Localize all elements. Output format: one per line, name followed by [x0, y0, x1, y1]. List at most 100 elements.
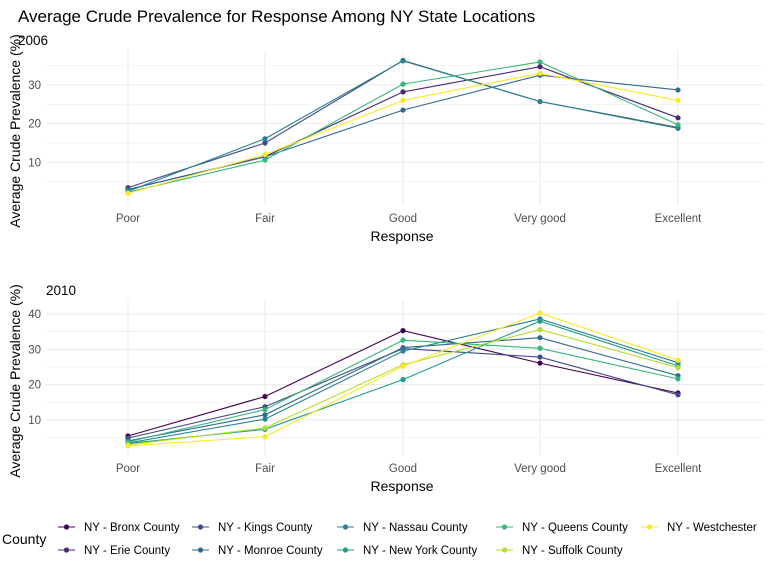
legend-key-point — [501, 524, 508, 530]
legend-item: NY - New York County — [337, 545, 477, 557]
y-tick-label: 30 — [28, 344, 41, 356]
y-tick-label: 20 — [28, 380, 41, 392]
data-point — [262, 136, 268, 142]
data-point — [400, 363, 406, 369]
y-tick-label: 30 — [28, 80, 41, 92]
x-tick-label: Poor — [116, 213, 140, 225]
series-ny-westchester — [125, 70, 681, 196]
data-point — [675, 357, 681, 363]
panel-2010-series — [125, 310, 681, 449]
data-point — [537, 310, 543, 316]
data-point — [400, 337, 406, 343]
data-point — [537, 70, 543, 76]
legend-item: NY - Kings County — [192, 522, 313, 534]
y-tick-label: 10 — [28, 157, 41, 169]
data-point — [262, 425, 268, 431]
legend-item: NY - Bronx County — [58, 522, 180, 534]
legend-label: NY - Westchester — [667, 522, 757, 534]
y-tick-label: 40 — [28, 309, 41, 321]
panel-2010-label: 2010 — [46, 283, 76, 298]
legend-key-point — [197, 547, 204, 553]
data-point — [262, 412, 268, 418]
legend-label: NY - Kings County — [218, 522, 313, 534]
x-tick-label: Very good — [514, 213, 566, 225]
legend-label: NY - Bronx County — [84, 522, 180, 534]
legend-label: NY - New York County — [363, 545, 477, 557]
data-point — [675, 376, 681, 382]
panel-2006-series — [125, 57, 681, 196]
data-point — [125, 190, 131, 196]
x-tick-label: Fair — [255, 463, 275, 475]
x-tick-label: Fair — [255, 213, 275, 225]
legend-label: NY - Suffolk County — [522, 545, 623, 557]
legend-label: NY - Queens County — [522, 522, 628, 534]
data-point — [400, 81, 406, 87]
legend-key-point — [501, 547, 508, 553]
data-point — [400, 377, 406, 383]
data-point — [537, 345, 543, 351]
data-point — [537, 59, 543, 65]
data-point — [675, 122, 681, 128]
data-point — [537, 360, 543, 366]
data-point — [262, 416, 268, 422]
legend-label: NY - Nassau County — [363, 522, 468, 534]
data-point — [262, 140, 268, 146]
panel-2006: 2006 Poor Fair Good Very good Excellent 10 20… — [7, 33, 764, 244]
series-ny-westchester — [125, 310, 681, 449]
data-point — [262, 152, 268, 158]
data-point — [675, 97, 681, 103]
data-point — [400, 348, 406, 354]
panel-2010: 2010 Poor Fair Good Very good Excellent 10 20… — [7, 283, 764, 494]
panel-2006-label: 2006 — [18, 33, 48, 48]
data-point — [537, 354, 543, 360]
panel-2010-x-ticks: Poor Fair Good Very good Excellent — [116, 463, 702, 475]
data-point — [675, 115, 681, 121]
legend-title: County — [2, 531, 46, 547]
legend-label: NY - Monroe County — [218, 545, 323, 557]
data-point — [400, 89, 406, 95]
x-tick-label: Very good — [514, 463, 566, 475]
legend-item: NY - Nassau County — [337, 522, 468, 534]
data-point — [400, 97, 406, 103]
y-tick-label: 10 — [28, 415, 41, 427]
legend-item: NY - Erie County — [58, 545, 170, 557]
panel-2006-x-axis-title: Response — [370, 228, 433, 244]
legend-key-point — [63, 524, 70, 530]
data-point — [400, 107, 406, 113]
panel-2010-y-ticks: 10 20 30 40 — [28, 309, 41, 427]
data-point — [400, 328, 406, 334]
x-tick-label: Good — [389, 463, 417, 475]
data-point — [262, 157, 268, 163]
x-tick-label: Good — [389, 213, 417, 225]
x-tick-label: Poor — [116, 463, 140, 475]
data-point — [400, 58, 406, 64]
legend: County NY - Bronx County NY - Erie County… — [2, 522, 757, 557]
legend-label: NY - Erie County — [84, 545, 170, 557]
chart-title: Average Crude Prevalence for Response Am… — [18, 7, 535, 26]
legend-key-point — [342, 547, 349, 553]
data-point — [675, 87, 681, 93]
data-point — [262, 406, 268, 413]
data-point — [675, 365, 681, 371]
panel-2006-y-ticks: 10 20 30 — [28, 80, 41, 170]
x-tick-label: Excellent — [655, 463, 702, 475]
legend-item: NY - Monroe County — [192, 545, 323, 557]
panel-2010-x-axis-title: Response — [370, 478, 433, 494]
legend-key-point — [646, 524, 653, 530]
legend-item: NY - Suffolk County — [496, 545, 623, 557]
panel-2006-y-axis-title: Average Crude Prevalence (%) — [7, 34, 23, 228]
legend-item: NY - Westchester — [641, 522, 757, 534]
legend-item: NY - Queens County — [496, 522, 628, 534]
legend-key-point — [197, 524, 204, 530]
data-point — [262, 393, 268, 400]
legend-key-point — [342, 524, 349, 530]
data-point — [262, 434, 268, 440]
panel-2010-y-axis-title: Average Crude Prevalence (%) — [7, 284, 23, 478]
x-tick-label: Excellent — [655, 213, 702, 225]
data-point — [537, 318, 543, 324]
data-point — [537, 64, 543, 70]
data-point — [537, 98, 543, 105]
data-point — [675, 392, 681, 398]
panel-2006-x-ticks: Poor Fair Good Very good Excellent — [116, 213, 702, 225]
